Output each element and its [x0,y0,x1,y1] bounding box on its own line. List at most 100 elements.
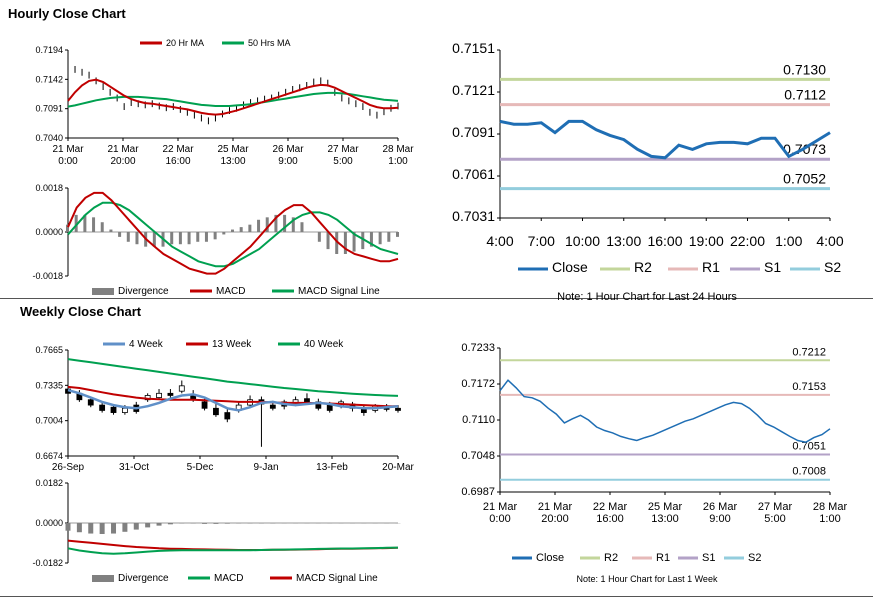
hourly-divergence-bar [317,232,321,242]
weekly-divergence-bar [145,523,151,528]
hourly-pivot-xtick-label: 16:00 [647,233,682,249]
weekly-pivot-y-tick-label: 0.6987 [461,486,495,498]
hourly-divergence-bar [291,217,295,232]
hourly-divergence-bar [283,214,287,232]
weekly-candle-body [121,407,128,413]
weekly-price-xtick-label: 20-Mar [382,462,414,473]
weekly-legend-ma40-label: 40 Week [304,339,344,350]
weekly-legend-divergence-label: Divergence [118,573,169,584]
hourly-pivot-xtick-label: 4:00 [486,233,513,249]
hourly-divergence-bar [265,217,269,232]
hourly-pivot-legend-s2-label: S2 [824,259,841,275]
weekly-section-title: Weekly Close Chart [20,304,142,319]
hourly-price-y-tick-label: 0.7194 [35,45,63,55]
weekly-candle-body [87,399,94,406]
weekly-ma4-line [67,388,399,412]
hourly-legend-ma50-label: 50 Hrs MA [248,38,291,48]
hourly-price-xtick-label: 1:00 [388,156,408,167]
weekly-candle-body [326,404,333,411]
weekly-legend-macd-label: MACD [214,573,243,584]
section-divider [0,298,873,299]
hourly-divergence-bar [74,214,78,232]
weekly-price-xtick-label: 26-Sep [52,462,85,473]
hourly-level-r1-label: 0.7112 [784,87,826,103]
weekly-candle-body [156,392,162,398]
weekly-pivot-xtick-label: 25 Mar [648,501,683,513]
hourly-divergence-bar [257,219,261,232]
hourly-ma20-line [67,78,399,116]
hourly-level-s2-label: 0.7052 [783,171,826,187]
hourly-price-xtick-label: 13:00 [220,156,245,167]
weekly-pivot-xtick-label: 28 Mar [813,501,848,513]
hourly-pivot-y-tick-label: 0.7151 [452,40,495,56]
weekly-divergence-bar [133,523,139,530]
hourly-divergence-bar [378,232,382,245]
hourly-divergence-bar [118,232,122,237]
hourly-section-title: Hourly Close Chart [8,6,126,21]
weekly-divergence-bar [122,523,128,532]
weekly-macd-y-tick-label: -0.0182 [32,558,63,568]
hourly-pivot-y-tick-label: 0.7061 [452,166,495,182]
hourly-divergence-bar [396,232,399,237]
hourly-divergence-bar [213,232,217,240]
hourly-divergence-bar [92,217,96,232]
weekly-pivot-xtick-label: 21 Mar [538,501,573,513]
hourly-pivot-xtick-label: 7:00 [528,233,555,249]
weekly-pivot-y-tick-label: 0.7233 [461,342,495,354]
weekly-divergence-bar [99,523,105,534]
hourly-pivot-y-tick-label: 0.7091 [452,124,495,140]
weekly-pivot-xtick-label: 21 Mar [483,501,518,513]
hourly-pivot-xtick-label: 19:00 [689,233,724,249]
hourly-level-r2-label: 0.7130 [783,61,826,77]
hourly-price-xtick-label: 21 Mar [52,144,84,155]
hourly-divergence-bar [126,232,130,242]
weekly-pivot-y-tick-label: 0.7172 [461,378,495,390]
weekly-pivot-y-tick-label: 0.7048 [461,450,495,462]
weekly-divergence-bar [202,523,208,524]
weekly-legend-divergence-swatch [92,575,114,582]
weekly-divergence-bar [224,523,230,524]
hourly-pivot-legend-r1-label: R1 [702,259,720,275]
hourly-macd-y-tick-label: 0.0000 [35,227,63,237]
weekly-divergence-bar [88,523,94,534]
hourly-divergence-bar [196,232,200,242]
weekly-divergence-bar [76,523,82,533]
hourly-pivot-note: Note: 1 Hour Chart for Last 24 Hours [557,291,737,303]
weekly-divergence-bar [65,523,71,531]
hourly-pivot-xtick-label: 1:00 [775,233,802,249]
hourly-divergence-bar [135,232,139,245]
hourly-pivot-y-tick-label: 0.7031 [452,208,495,224]
hourly-divergence-bar [187,232,191,245]
hourly-price-xtick-label: 16:00 [165,156,190,167]
weekly-divergence-bar [167,523,173,525]
hourly-ma50-line [67,91,399,108]
weekly-pivot-xtick-label: 0:00 [489,513,510,525]
bottom-divider [0,596,873,597]
hourly-signal-line [67,201,399,268]
weekly-candle-body [201,401,208,409]
hourly-macd-y-tick-label: -0.0018 [32,271,63,281]
weekly-pivot-legend-s1-label: S1 [702,552,715,564]
weekly-ma40-line [67,358,399,397]
hourly-divergence-bar [231,229,234,232]
weekly-macd-y-tick-label: 0.0182 [35,478,63,488]
weekly-macd-y-tick-label: 0.0000 [35,518,63,528]
hourly-pivot-close-line [499,119,831,160]
weekly-pivot-legend-r2-label: R2 [604,552,618,564]
hourly-divergence-bar [178,232,182,245]
hourly-divergence-bar [352,232,356,252]
hourly-divergence-bar [170,232,174,245]
hourly-price-xtick-label: 27 Mar [327,144,359,155]
weekly-candle-body [99,404,106,411]
hourly-legend-divergence-swatch [92,288,114,295]
hourly-legend-macd-label: MACD [216,286,245,297]
weekly-ma13-line [67,385,398,408]
hourly-price-xtick-label: 20:00 [110,156,135,167]
weekly-macd-line [67,546,399,555]
hourly-divergence-bar [239,227,243,232]
hourly-divergence-bar [152,232,156,247]
hourly-pivot-xtick-label: 4:00 [816,233,843,249]
hourly-legend-ma20-label: 20 Hr MA [166,38,204,48]
hourly-divergence-bar [343,232,347,254]
weekly-price-y-tick-label: 0.7004 [35,416,63,426]
